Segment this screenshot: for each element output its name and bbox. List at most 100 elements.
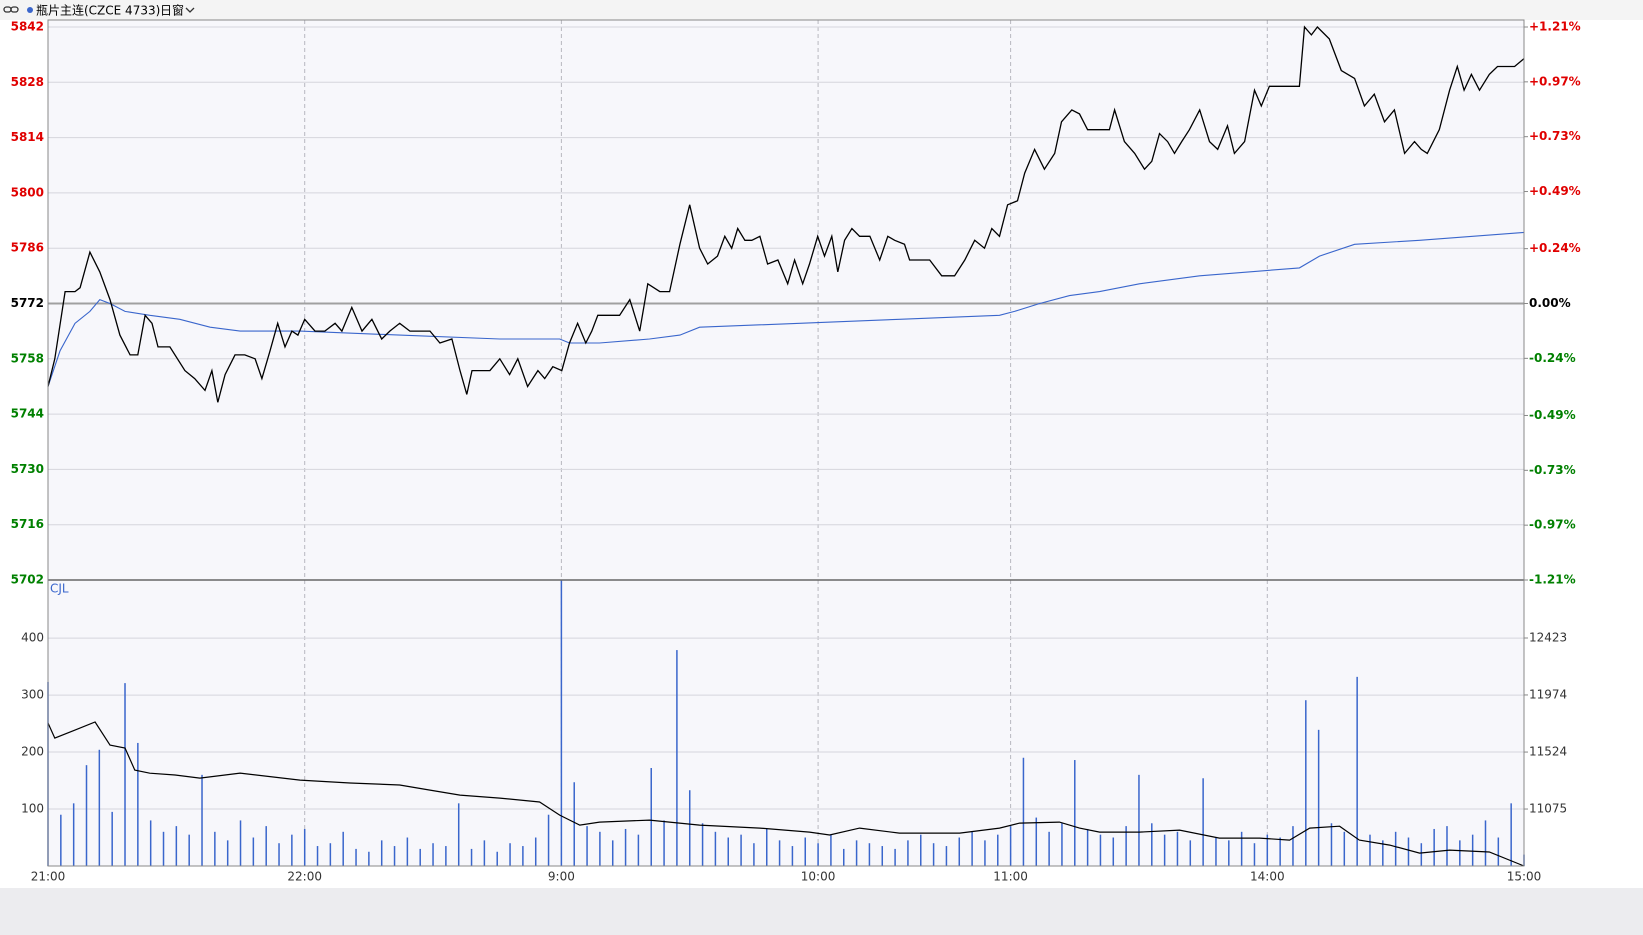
volume-bar (380, 840, 383, 866)
volume-bar (958, 837, 961, 866)
volume-bar (765, 828, 768, 866)
period-dropdown[interactable] (185, 7, 195, 13)
y-tick-label: 5828 (11, 75, 44, 89)
volume-bar (278, 843, 280, 866)
y2-tick-label: -0.49% (1529, 408, 1576, 422)
symbol[interactable]: 瓶片主连(CZCE 4733) (36, 3, 160, 18)
volume-bar (830, 834, 832, 866)
header-bar (0, 0, 1643, 20)
volume-bar (1061, 823, 1063, 866)
volume-bar (1317, 729, 1320, 866)
volume-bar (60, 814, 62, 866)
volume-bar (72, 803, 75, 866)
volume-bar (1420, 843, 1423, 866)
y2-tick-label: -0.73% (1529, 463, 1576, 477)
volume-bar (162, 831, 165, 866)
volume-bar (1125, 826, 1127, 866)
volume-bar (650, 768, 652, 866)
y2-tick-label: +0.97% (1529, 74, 1581, 88)
volume-bar (727, 837, 729, 866)
volume-bar (1459, 840, 1461, 866)
volume-bar (676, 650, 678, 866)
y-tick-label: 5716 (11, 517, 44, 531)
volume-bar (1484, 820, 1487, 866)
volume-bar (291, 834, 293, 866)
volume-bar (303, 828, 306, 866)
volume-bar (98, 749, 101, 866)
y2-tick-label: -0.97% (1529, 518, 1576, 532)
volume-bar (1394, 831, 1397, 866)
y-tick-label: 5702 (11, 573, 44, 587)
volume-bar (688, 790, 691, 866)
volume-bar (1407, 837, 1410, 866)
volume-bar (483, 840, 486, 866)
volume-bar (445, 846, 447, 866)
volume-title: CJL (50, 582, 69, 596)
volume-bar (1240, 831, 1243, 866)
volume-bar (1189, 840, 1192, 866)
volume-bar (971, 831, 973, 866)
y-tick-label: 300 (21, 688, 44, 702)
link-icon[interactable] (3, 6, 19, 13)
volume-bar (1510, 803, 1512, 866)
volume-bar (214, 831, 216, 866)
y2-tick-label: +0.24% (1529, 241, 1581, 255)
volume-bar (1382, 840, 1384, 866)
volume-bar (201, 774, 203, 866)
volume-bar (843, 848, 845, 866)
volume-bar (342, 831, 344, 866)
volume-bar (753, 843, 755, 866)
y-tick-label: 5800 (11, 185, 44, 199)
volume-bar (663, 820, 665, 866)
volume-bar (188, 834, 190, 866)
volume-bar (1266, 834, 1269, 866)
volume-bar (791, 846, 794, 866)
volume-bar (1369, 834, 1371, 866)
y2-tick-label: +1.21% (1529, 20, 1581, 34)
volume-bar (534, 837, 537, 866)
volume-bar (547, 814, 550, 866)
volume-bar (611, 840, 614, 866)
volume-bar (945, 846, 948, 866)
volume-bar (586, 826, 588, 866)
volume-bar (419, 848, 421, 866)
volume-bar (817, 843, 819, 866)
period[interactable]: 日窗 (160, 4, 184, 18)
volume-bar (137, 742, 139, 866)
footer-bar (0, 888, 1643, 935)
volume-bar (509, 843, 511, 866)
x-tick-label: 10:00 (801, 870, 836, 884)
volume-bar (406, 837, 409, 866)
volume-bar (522, 846, 524, 866)
volume-bar (1279, 837, 1281, 866)
volume-bar (1099, 834, 1102, 866)
volume-bar (368, 851, 370, 866)
x-tick-label: 14:00 (1250, 870, 1285, 884)
volume-bar (637, 834, 640, 866)
symbol-dot (27, 7, 33, 13)
volume-bar (907, 840, 909, 866)
volume-bar (124, 683, 126, 866)
volume-bar (457, 803, 460, 866)
y-tick-label: 400 (21, 631, 44, 645)
volume-bar (252, 837, 255, 866)
volume-bar (1433, 828, 1435, 866)
line (47, 231, 1525, 387)
volume-bar (226, 840, 229, 866)
volume-bar (624, 828, 627, 866)
volume-bar (740, 834, 742, 866)
volume-bar (701, 823, 704, 866)
y2-tick-label: -1.21% (1529, 573, 1576, 587)
volume-bar (560, 580, 563, 866)
y-tick-label: 5744 (11, 407, 44, 421)
y2-tick-label: +0.49% (1529, 184, 1581, 198)
x-tick-label: 21:00 (31, 870, 66, 884)
volume-bar (573, 782, 575, 866)
volume-bar (1151, 823, 1153, 866)
volume-bar (1009, 826, 1012, 866)
plot-background (48, 20, 1524, 866)
volume-bar (149, 820, 152, 866)
volume-bar (1228, 840, 1230, 866)
